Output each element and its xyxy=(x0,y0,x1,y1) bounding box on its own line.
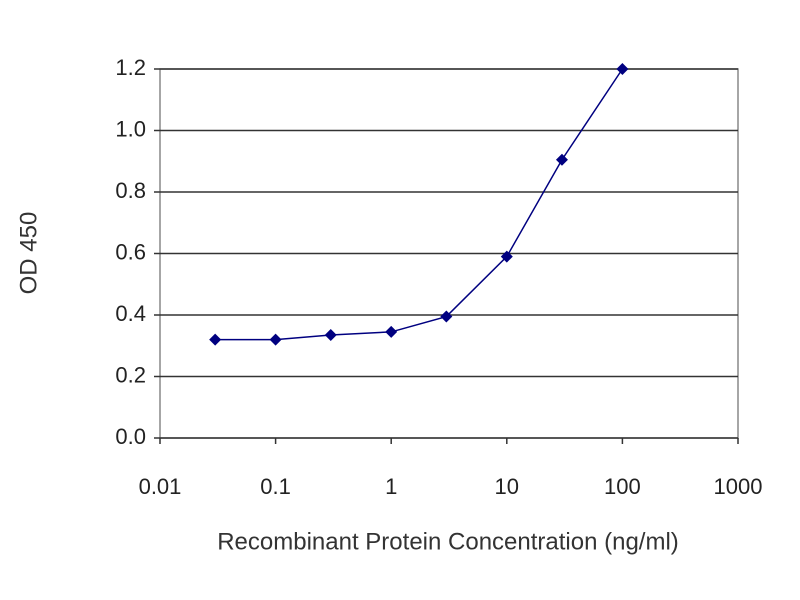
x-axis-title: Recombinant Protein Concentration (ng/ml… xyxy=(217,528,679,555)
point xyxy=(616,63,629,75)
y-tick-label: 0.0 xyxy=(115,424,146,449)
point xyxy=(500,250,513,263)
x-tick-label: 1 xyxy=(385,474,397,499)
x-tick-label: 0.1 xyxy=(260,474,291,499)
x-tick-label: 10 xyxy=(495,474,519,499)
y-axis-title: OD 450 xyxy=(15,212,42,295)
y-tick-label: 0.2 xyxy=(115,362,146,387)
x-tick-label: 0.01 xyxy=(139,474,182,499)
y-tick-label: 1.0 xyxy=(115,116,146,141)
y-tick-label: 1.2 xyxy=(115,55,146,80)
point xyxy=(385,325,398,338)
x-tick-label: 1000 xyxy=(714,474,763,499)
y-tick-label: 0.8 xyxy=(115,178,146,203)
y-tick-label: 0.4 xyxy=(115,301,146,326)
x-tick-label: 100 xyxy=(604,474,641,499)
line xyxy=(215,68,624,341)
point xyxy=(209,333,222,346)
point xyxy=(324,328,337,341)
point xyxy=(440,310,453,323)
point xyxy=(555,153,568,166)
y-tick-label: 0.6 xyxy=(115,239,146,264)
point xyxy=(269,333,282,346)
